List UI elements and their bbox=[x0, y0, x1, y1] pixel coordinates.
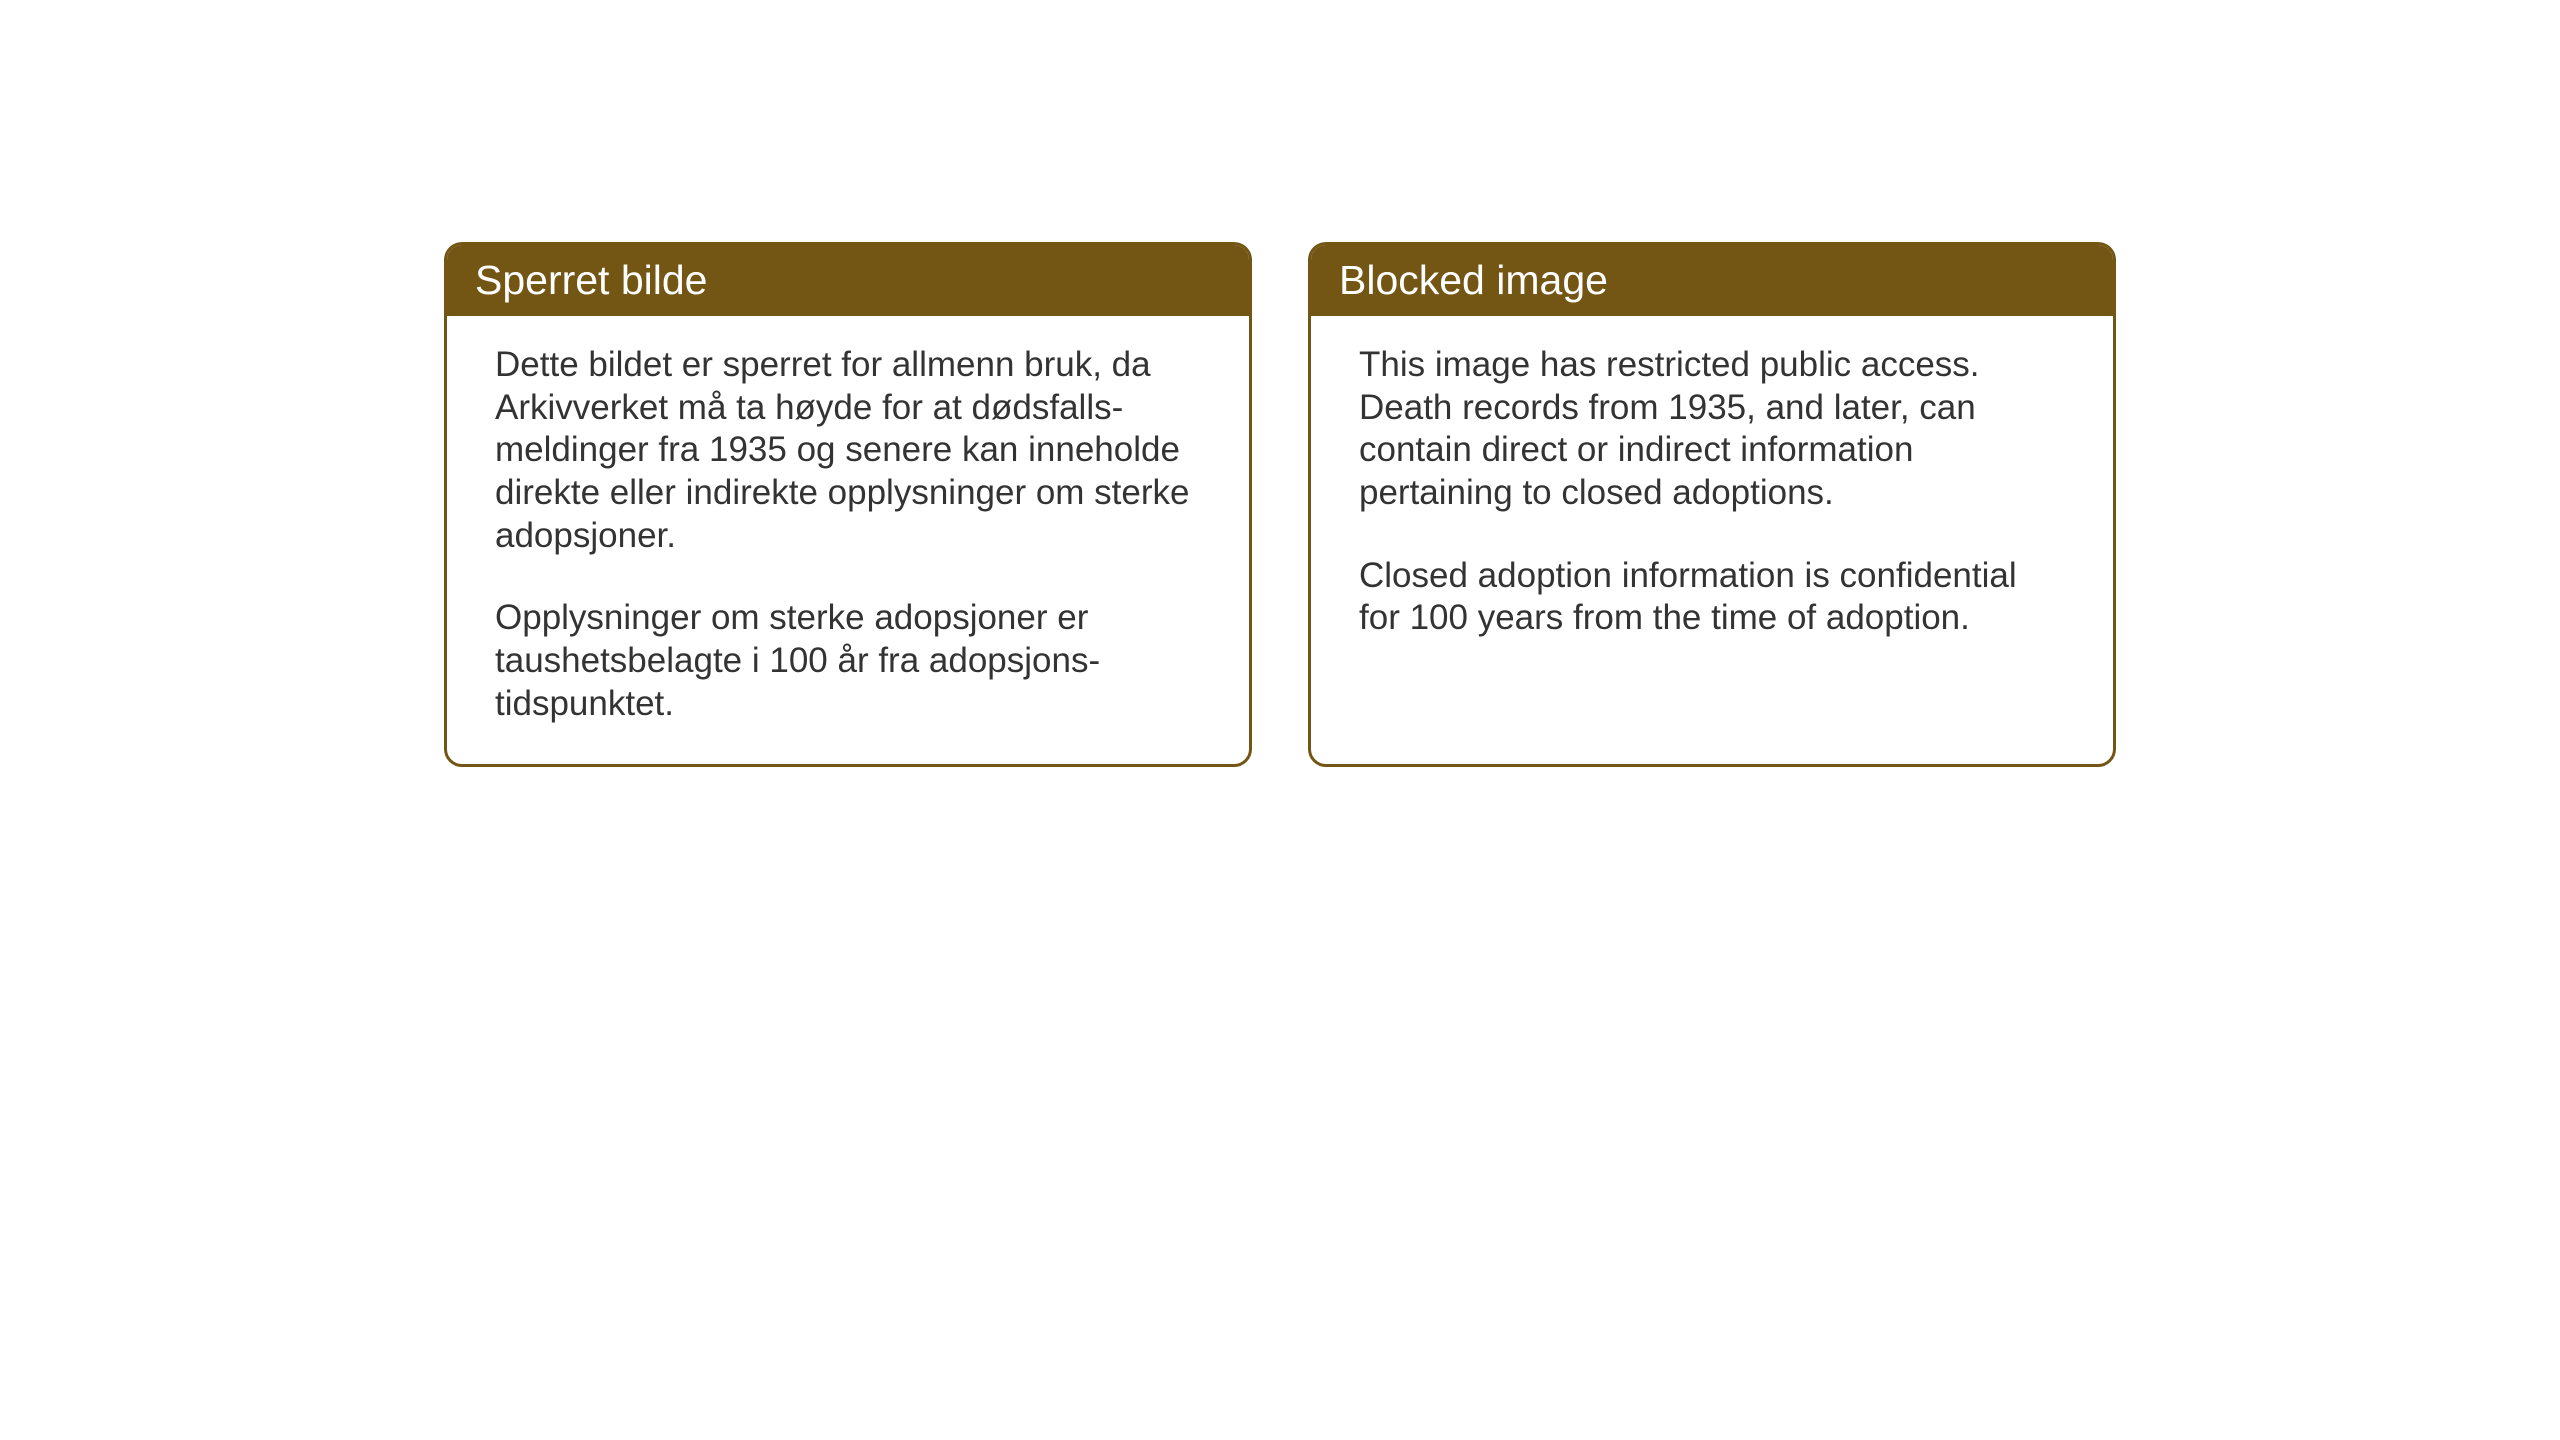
card-header-norwegian: Sperret bilde bbox=[447, 245, 1249, 316]
card-body-norwegian: Dette bildet er sperret for allmenn bruk… bbox=[447, 316, 1249, 764]
card-title-english: Blocked image bbox=[1339, 257, 1608, 303]
card-paragraph-2-norwegian: Opplysninger om sterke adopsjoner er tau… bbox=[495, 597, 1201, 725]
card-body-english: This image has restricted public access.… bbox=[1311, 316, 2113, 678]
card-paragraph-1-norwegian: Dette bildet er sperret for allmenn bruk… bbox=[495, 344, 1201, 557]
card-title-norwegian: Sperret bilde bbox=[475, 257, 707, 303]
notice-container: Sperret bilde Dette bildet er sperret fo… bbox=[444, 242, 2116, 767]
card-header-english: Blocked image bbox=[1311, 245, 2113, 316]
notice-card-english: Blocked image This image has restricted … bbox=[1308, 242, 2116, 767]
notice-card-norwegian: Sperret bilde Dette bildet er sperret fo… bbox=[444, 242, 1252, 767]
card-paragraph-2-english: Closed adoption information is confident… bbox=[1359, 555, 2065, 640]
card-paragraph-1-english: This image has restricted public access.… bbox=[1359, 344, 2065, 515]
